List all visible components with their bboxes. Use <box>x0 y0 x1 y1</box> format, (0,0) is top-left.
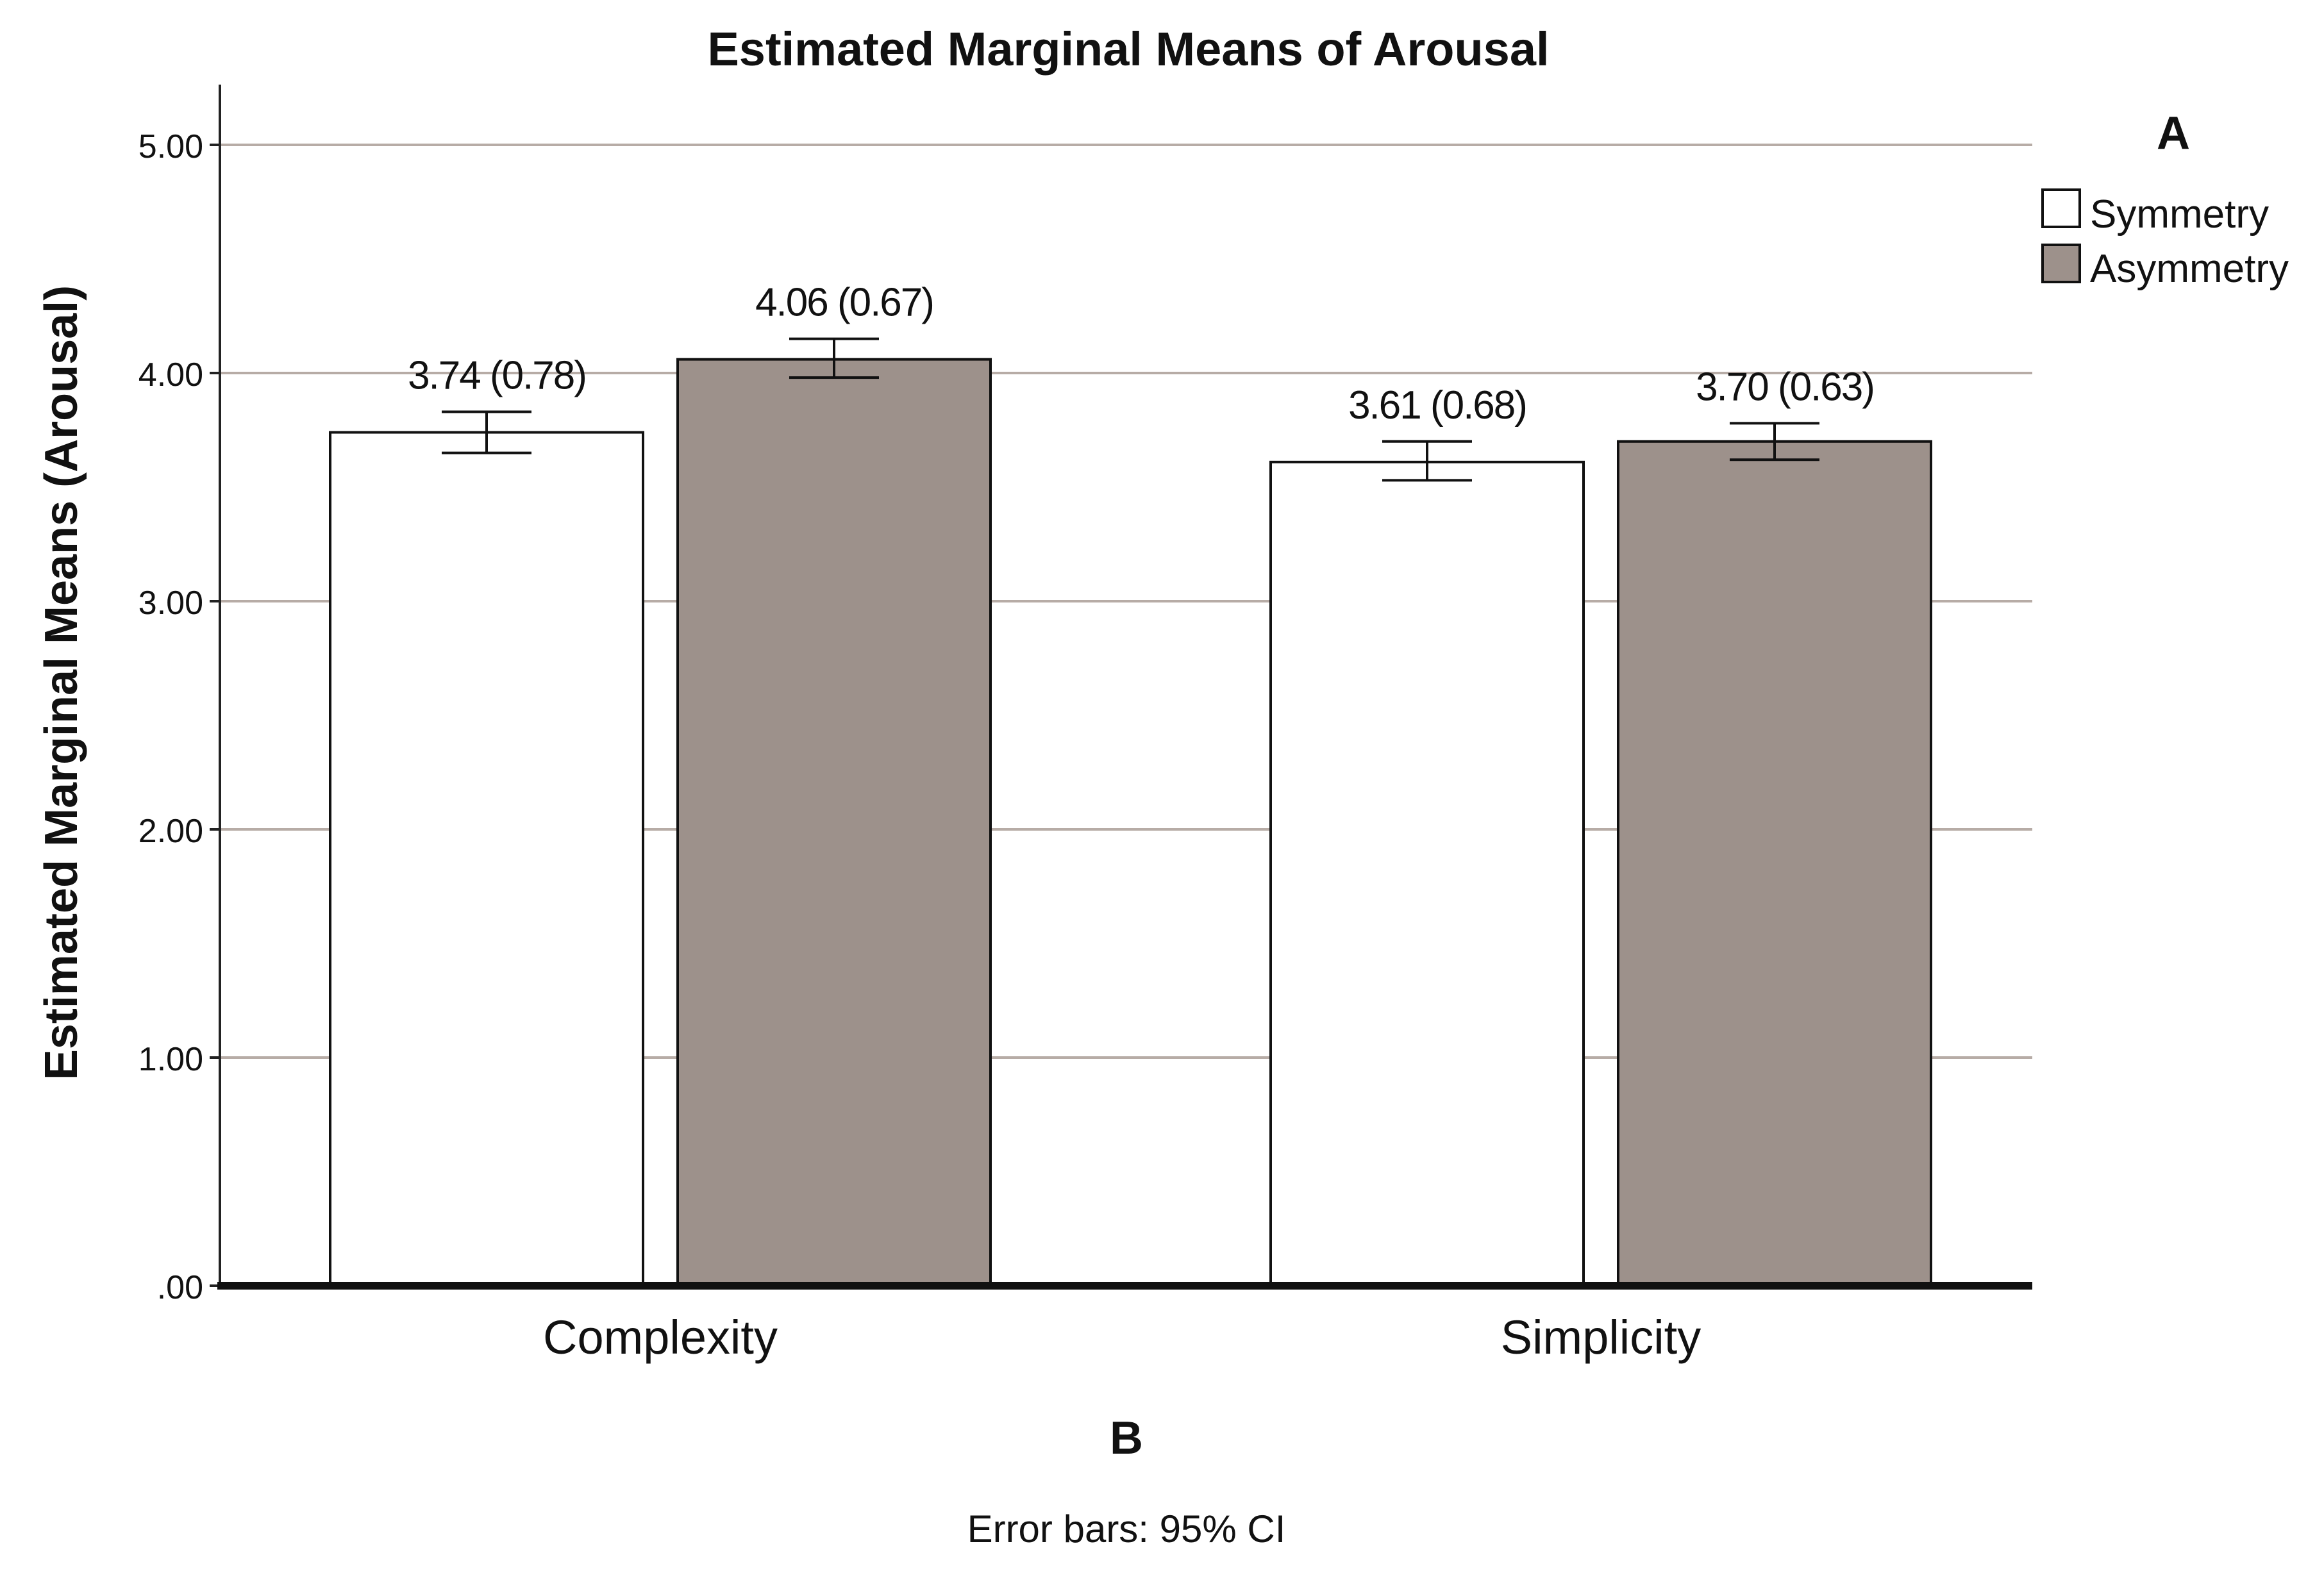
bars <box>329 358 1932 1288</box>
legend-label-asymmetry: Asymmetry <box>2090 247 2289 291</box>
data-label-complexity-asymmetry: 4.06 (0.67) <box>755 281 933 325</box>
y-tick-label: 3.00 <box>138 585 203 622</box>
x-tick-label-complexity: Complexity <box>543 1311 778 1364</box>
data-label-simplicity-symmetry: 3.61 (0.68) <box>1348 383 1526 428</box>
y-axis-label: Estimated Marginal Means (Arousal) <box>36 285 87 1080</box>
error-bar-simplicity-asymmetry <box>1730 422 1819 461</box>
x-axis-ticks: Complexity Simplicity <box>543 1311 1701 1364</box>
bar-complexity-symmetry <box>329 431 644 1287</box>
x-tick-label-simplicity: Simplicity <box>1501 1311 1701 1364</box>
y-tick-label: 5.00 <box>138 128 203 165</box>
legend: A Symmetry Asymmetry <box>2041 108 2289 291</box>
data-label-simplicity-asymmetry: 3.70 (0.63) <box>1696 365 1874 409</box>
panel-a-letter: A <box>2157 108 2190 159</box>
error-bar-complexity-asymmetry <box>789 337 879 379</box>
y-axis-ticks: .00 1.00 2.00 3.00 4.00 5.00 <box>138 128 220 1306</box>
bar-simplicity-asymmetry <box>1617 440 1932 1287</box>
error-bars <box>442 337 1819 482</box>
error-bars-footnote: Error bars: 95% CI <box>967 1507 1286 1550</box>
data-label-complexity-symmetry: 3.74 (0.78) <box>408 354 586 398</box>
bar-simplicity-symmetry <box>1269 460 1585 1288</box>
bar-complexity-asymmetry <box>676 358 992 1287</box>
legend-swatch-asymmetry <box>2041 244 2081 283</box>
panel-b-letter: B <box>1110 1413 1143 1464</box>
legend-swatch-symmetry <box>2041 188 2081 228</box>
y-tick-label: .00 <box>157 1269 203 1306</box>
y-tick-label: 4.00 <box>138 356 203 394</box>
y-tick-label: 2.00 <box>138 813 203 850</box>
chart-title: Estimated Marginal Means of Arousal <box>707 22 1549 76</box>
legend-label-symmetry: Symmetry <box>2090 192 2269 237</box>
y-tick-label: 1.00 <box>138 1041 203 1078</box>
error-bar-simplicity-symmetry <box>1382 440 1472 482</box>
error-bar-complexity-symmetry <box>442 410 531 454</box>
data-labels: 3.74 (0.78) 3.61 (0.68) 4.06 (0.67) 3.70 (0… <box>408 281 1875 428</box>
